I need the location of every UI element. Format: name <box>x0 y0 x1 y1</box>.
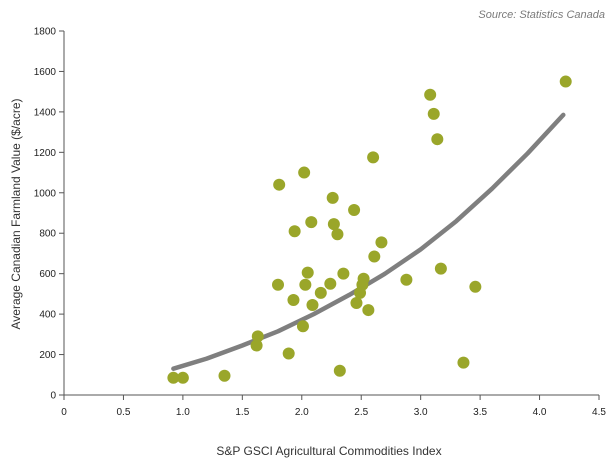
data-point <box>305 216 318 229</box>
data-point <box>362 304 375 317</box>
data-point <box>299 278 312 291</box>
tick-labels-layer: 0 200 400 600 800 1000 1200 1400 1600 1800 0 0.5 1.0… <box>34 27 607 419</box>
data-point <box>251 330 264 343</box>
x-tick-label: 0 <box>61 407 67 418</box>
trendline-layer <box>171 112 566 371</box>
x-tick-label: 3.0 <box>414 407 428 418</box>
y-tick-label: 600 <box>39 269 56 280</box>
data-point <box>367 151 380 164</box>
x-tick-label: 3.5 <box>473 407 487 418</box>
data-point <box>176 371 189 384</box>
y-tick-label: 1800 <box>34 27 57 38</box>
data-point <box>167 371 180 384</box>
data-point <box>298 166 311 179</box>
data-point <box>434 262 447 275</box>
y-tick-label: 1400 <box>34 107 57 118</box>
data-point <box>324 277 337 290</box>
points-layer <box>167 75 572 384</box>
data-point <box>333 364 346 377</box>
data-point <box>301 266 314 279</box>
x-tick-label: 1.5 <box>235 407 249 418</box>
y-tick-label: 1000 <box>34 188 57 199</box>
data-point <box>327 218 340 231</box>
y-tick-label: 0 <box>50 391 56 402</box>
x-tick-label: 4.0 <box>533 407 547 418</box>
data-point <box>288 225 301 238</box>
data-point <box>431 133 444 146</box>
data-point <box>272 278 284 291</box>
data-point <box>331 228 344 241</box>
x-tick-label: 0.5 <box>116 407 130 418</box>
data-point <box>326 191 339 204</box>
x-tick-label: 2.5 <box>354 407 368 418</box>
x-axis-title: S&P GSCI Agricultural Commodities Index <box>216 444 441 458</box>
data-point <box>296 320 309 333</box>
data-point <box>424 88 437 101</box>
x-tick-label: 4.5 <box>592 407 606 418</box>
data-point <box>400 273 413 286</box>
data-point <box>457 356 470 369</box>
source-note: Source: Statistics Canada <box>478 9 605 21</box>
data-point <box>337 267 350 280</box>
y-tick-label: 1200 <box>34 148 57 159</box>
x-tick-label: 1.0 <box>176 407 190 418</box>
y-tick-label: 400 <box>39 310 56 321</box>
data-point <box>218 369 231 382</box>
data-point <box>375 236 388 249</box>
data-point <box>469 280 482 293</box>
data-point <box>357 272 370 285</box>
data-point <box>427 107 440 120</box>
axes-layer <box>59 30 600 400</box>
data-point <box>250 339 263 352</box>
data-point <box>314 286 327 299</box>
data-point <box>559 75 572 88</box>
data-point <box>282 347 295 360</box>
y-tick-label: 1600 <box>34 67 57 78</box>
y-tick-label: 200 <box>39 350 56 361</box>
data-point <box>306 299 319 312</box>
y-axis-title: Average Canadian Farmland Value ($/acre) <box>9 98 23 329</box>
x-tick-label: 2.0 <box>295 407 309 418</box>
data-point <box>348 203 361 216</box>
trendline <box>171 112 566 371</box>
y-tick-label: 800 <box>39 229 56 240</box>
data-point <box>368 250 381 263</box>
data-point <box>287 293 300 306</box>
data-point <box>273 178 286 191</box>
data-point <box>350 296 363 309</box>
